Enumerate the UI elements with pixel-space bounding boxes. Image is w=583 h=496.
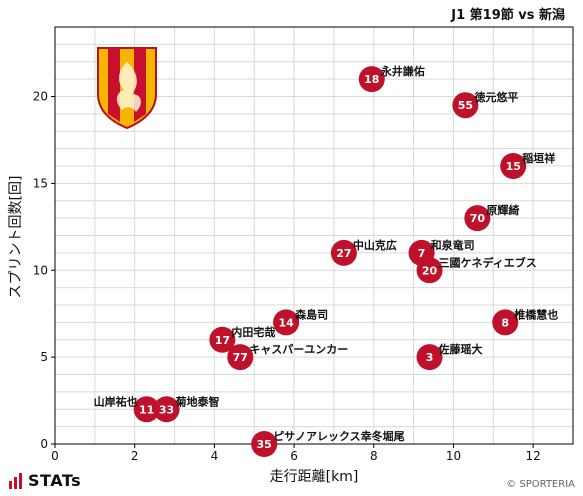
axis-ticks: 0 2 4 6 8 10 12 0 5 10 15 20 xyxy=(33,90,541,464)
data-point-marker xyxy=(133,396,160,423)
brand-logo: STATs xyxy=(8,471,81,490)
data-point-name: ピサノアレックス幸冬堀尾 xyxy=(273,429,404,443)
data-point-name: 中山克広 xyxy=(353,238,397,252)
data-point-number: 27 xyxy=(336,247,351,260)
data-point-number: 77 xyxy=(233,351,248,364)
data-point-number: 3 xyxy=(426,351,434,364)
data-point-number: 7 xyxy=(418,247,426,260)
x-axis-label: 走行距離[km] xyxy=(270,468,359,485)
data-point: 3 佐藤瑶大 xyxy=(416,342,483,371)
data-point-name: 原輝綺 xyxy=(486,203,519,217)
data-point-name: 佐藤瑶大 xyxy=(438,342,483,356)
y-tick-label: 5 xyxy=(40,350,48,364)
y-tick-label: 0 xyxy=(40,437,48,451)
data-point-number: 18 xyxy=(364,73,379,86)
team-crest-icon xyxy=(97,47,157,130)
data-point-name: 三國ケネディエブス xyxy=(439,255,537,269)
stats-bars-icon xyxy=(9,472,22,489)
data-point-name: 永井謙佑 xyxy=(380,64,425,78)
data-point-number: 20 xyxy=(422,264,438,277)
plot-frame xyxy=(54,26,574,445)
data-point-marker xyxy=(153,396,180,423)
data-point-number: 11 xyxy=(139,403,154,416)
data-point-name: 稲垣祥 xyxy=(522,151,555,165)
data-point-name: 菊地泰智 xyxy=(176,394,220,408)
x-tick-label: 12 xyxy=(526,449,541,463)
data-point-number: 14 xyxy=(278,316,294,329)
data-point-name: キャスパーユンカー xyxy=(249,343,348,356)
data-point-marker xyxy=(492,309,519,336)
data-point-number: 8 xyxy=(501,316,509,329)
data-point-number: 15 xyxy=(506,160,521,173)
x-tick-label: 0 xyxy=(51,449,59,463)
match-title: J1 第19節 vs 新潟 xyxy=(451,8,565,23)
y-axis-label: スプリント回数[回] xyxy=(8,176,24,299)
data-point-marker xyxy=(452,92,479,119)
data-point-marker xyxy=(416,257,443,284)
x-tick-label: 8 xyxy=(370,449,378,463)
data-point-number: 33 xyxy=(159,403,174,416)
data-point-name: 徳元悠平 xyxy=(473,90,518,104)
data-point-name: 山岸祐也 xyxy=(94,394,138,408)
data-point-name: 椎橋慧也 xyxy=(513,307,558,321)
x-tick-label: 6 xyxy=(290,449,298,463)
data-point: 8 椎橋慧也 xyxy=(492,307,558,336)
y-tick-label: 10 xyxy=(33,263,48,277)
x-tick-label: 10 xyxy=(446,449,461,463)
data-point-number: 55 xyxy=(458,99,473,112)
data-point-name: 内田宅哉 xyxy=(231,325,275,339)
data-point-number: 35 xyxy=(257,438,272,451)
data-point-marker xyxy=(330,239,357,266)
data-point-marker xyxy=(227,344,254,371)
x-tick-label: 2 xyxy=(131,449,139,463)
x-tick-label: 4 xyxy=(211,449,219,463)
data-point-marker xyxy=(273,309,300,336)
data-point-marker xyxy=(358,66,385,93)
copyright: © SPORTERIA xyxy=(506,479,575,490)
data-point-marker xyxy=(209,326,236,353)
data-point-number: 17 xyxy=(215,334,230,347)
data-point-marker xyxy=(500,153,527,179)
data-point-marker xyxy=(416,344,443,371)
data-point-name: 森島司 xyxy=(295,307,328,321)
y-tick-label: 20 xyxy=(33,90,48,104)
data-point-number: 70 xyxy=(470,212,486,225)
y-tick-label: 15 xyxy=(33,176,48,190)
data-point-marker xyxy=(251,431,278,457)
data-point-name: 和泉竜司 xyxy=(431,238,475,252)
brand-name: STATs xyxy=(28,471,82,490)
data-point-marker xyxy=(464,205,491,232)
